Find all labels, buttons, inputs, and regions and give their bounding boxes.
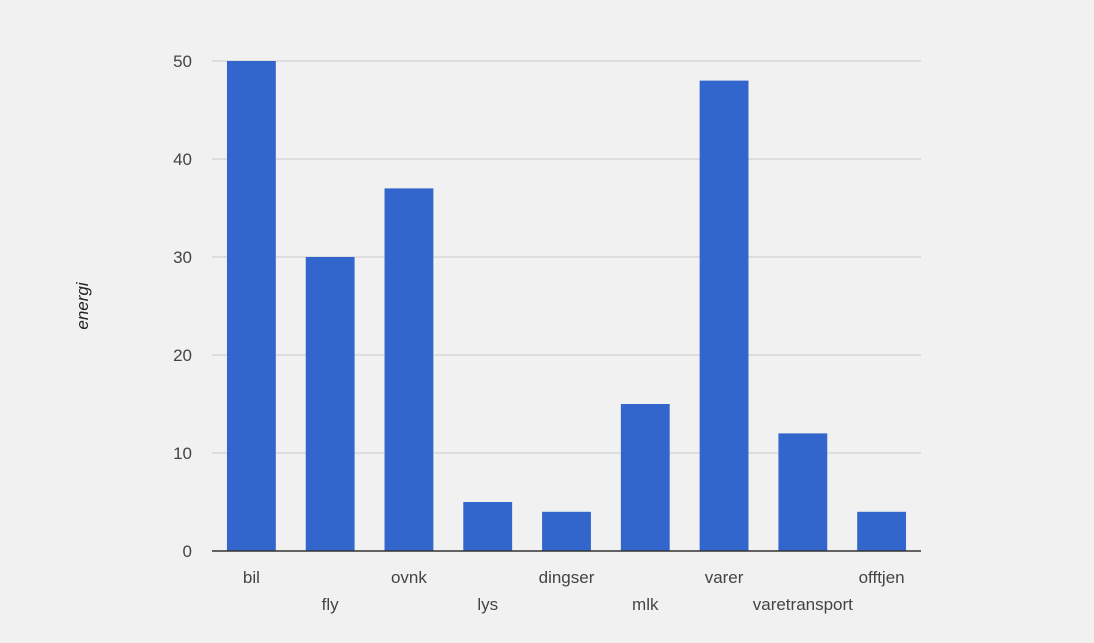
x-tick-label: bil <box>243 568 260 587</box>
bars <box>226 61 907 551</box>
y-tick-label: 0 <box>183 542 192 561</box>
y-tick-label: 10 <box>173 444 192 463</box>
y-tick-label: 20 <box>173 346 192 365</box>
y-axis-title: energi <box>73 281 92 329</box>
x-tick-label: ovnk <box>391 568 427 587</box>
x-tick-label: lys <box>477 595 498 614</box>
x-tick-label: offtjen <box>859 568 905 587</box>
bar-bil[interactable] <box>226 61 276 551</box>
bar-dingser[interactable] <box>542 511 591 551</box>
bar-varetransport[interactable] <box>778 433 828 551</box>
bar-offtjen[interactable] <box>857 511 907 551</box>
x-tick-label: mlk <box>632 595 659 614</box>
bar-ovnk[interactable] <box>384 188 434 551</box>
x-tick-label: varer <box>705 568 744 587</box>
bar-varer[interactable] <box>699 80 749 551</box>
bar-mlk[interactable] <box>620 404 670 551</box>
axes: 0 10 20 30 40 50 bil fly ovnk lys dingser mlk varerv… <box>173 52 921 614</box>
x-tick-label: fly <box>322 595 340 614</box>
bar-fly[interactable] <box>305 257 355 551</box>
y-tick-label: 50 <box>173 52 192 71</box>
y-tick-label: 40 <box>173 150 192 169</box>
x-tick-label: varetransport <box>753 595 853 614</box>
x-tick-label: dingser <box>539 568 595 587</box>
bar-lys[interactable] <box>463 502 513 551</box>
y-tick-label: 30 <box>173 248 192 267</box>
